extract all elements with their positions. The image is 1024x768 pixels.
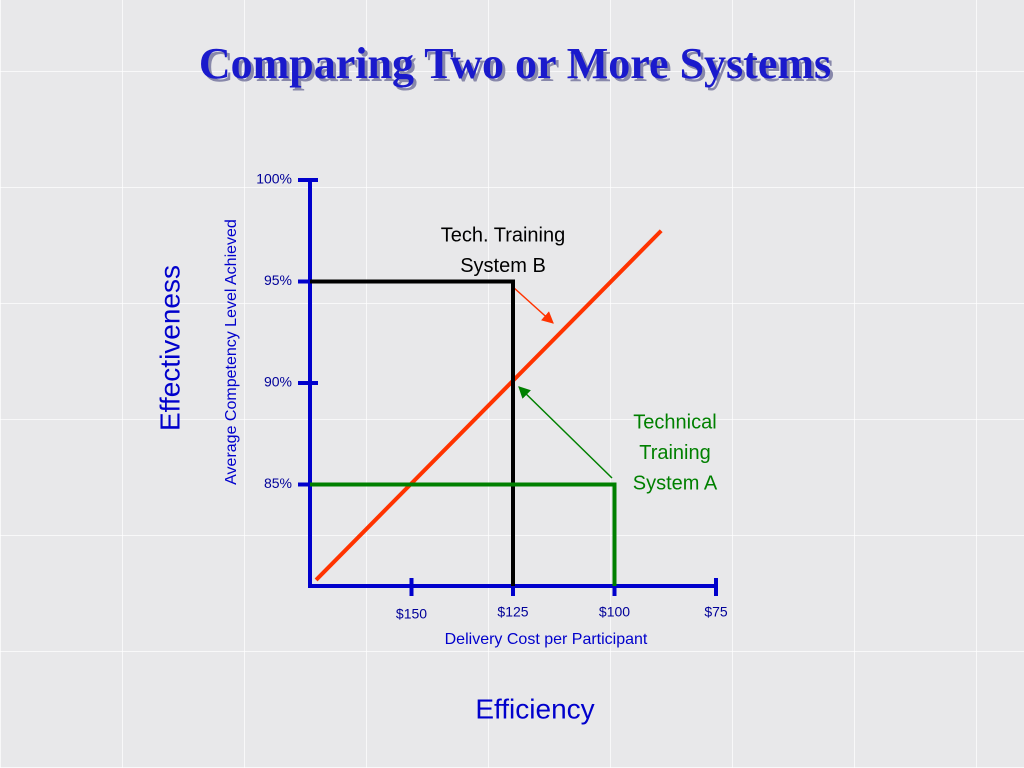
- y-tick-label: 95%: [264, 272, 292, 288]
- x-axis-outer-label: Efficiency: [475, 693, 594, 724]
- annotation-arrow: [518, 386, 613, 479]
- y-tick-label: 90%: [264, 374, 292, 390]
- annotation-text: Training: [639, 442, 711, 464]
- x-tick-label: $125: [497, 604, 528, 620]
- y-tick-label: 85%: [264, 475, 292, 491]
- y-axis-outer-label: Effectiveness: [154, 265, 185, 431]
- annotation-arrow: [512, 286, 554, 324]
- annotation-text: Technical: [633, 411, 716, 433]
- x-tick-label: $150: [396, 606, 427, 622]
- series-line: [314, 229, 663, 582]
- x-axis-label: Delivery Cost per Participant: [445, 631, 648, 648]
- chart-title: Comparing Two or More Systems: [199, 39, 831, 88]
- annotation-text: System A: [633, 472, 718, 494]
- annotation-text: Tech. Training: [441, 224, 566, 246]
- series-line: [310, 482, 617, 586]
- y-tick-label: 100%: [256, 171, 292, 187]
- title-shadow: Comparing Two or More Systems: [202, 42, 834, 91]
- series-line: [310, 279, 515, 586]
- annotation-text: System B: [460, 255, 546, 277]
- x-tick-label: $75: [704, 604, 728, 620]
- y-axis-label: Average Competency Level Achieved: [223, 219, 240, 485]
- x-tick-label: $100: [599, 604, 630, 620]
